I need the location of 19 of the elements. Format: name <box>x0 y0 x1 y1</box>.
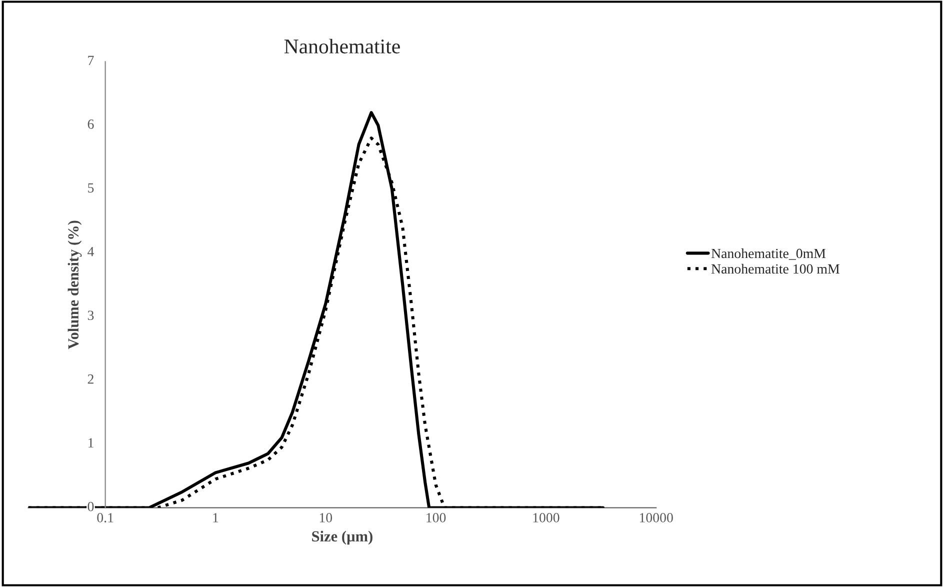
y-tick-label: 0 <box>88 502 94 512</box>
x-tick-label: 10000 <box>640 513 673 522</box>
x-axis-title: Size (µm) <box>312 530 372 545</box>
chart-title: Nanohematite <box>284 38 400 54</box>
x-tick-label: 1000 <box>533 513 560 522</box>
y-tick-label: 4 <box>88 247 94 256</box>
x-tick-label: 0.1 <box>97 513 114 522</box>
y-tick-label: 3 <box>88 310 94 320</box>
legend-label: Nanohematite 100 mM <box>711 264 840 274</box>
legend-label: Nanohematite_0mM <box>711 248 826 260</box>
y-tick-label: 1 <box>88 438 94 448</box>
y-tick-label: 6 <box>88 120 94 129</box>
y-tick-label: 5 <box>88 183 94 193</box>
y-tick-label: 2 <box>88 374 94 384</box>
x-tick-label: 10 <box>320 513 332 522</box>
x-tick-label: 100 <box>426 513 446 522</box>
x-tick-label: 1 <box>213 513 218 522</box>
y-axis-title: Volume density (%) <box>68 220 82 350</box>
y-tick-label: 7 <box>88 56 94 65</box>
